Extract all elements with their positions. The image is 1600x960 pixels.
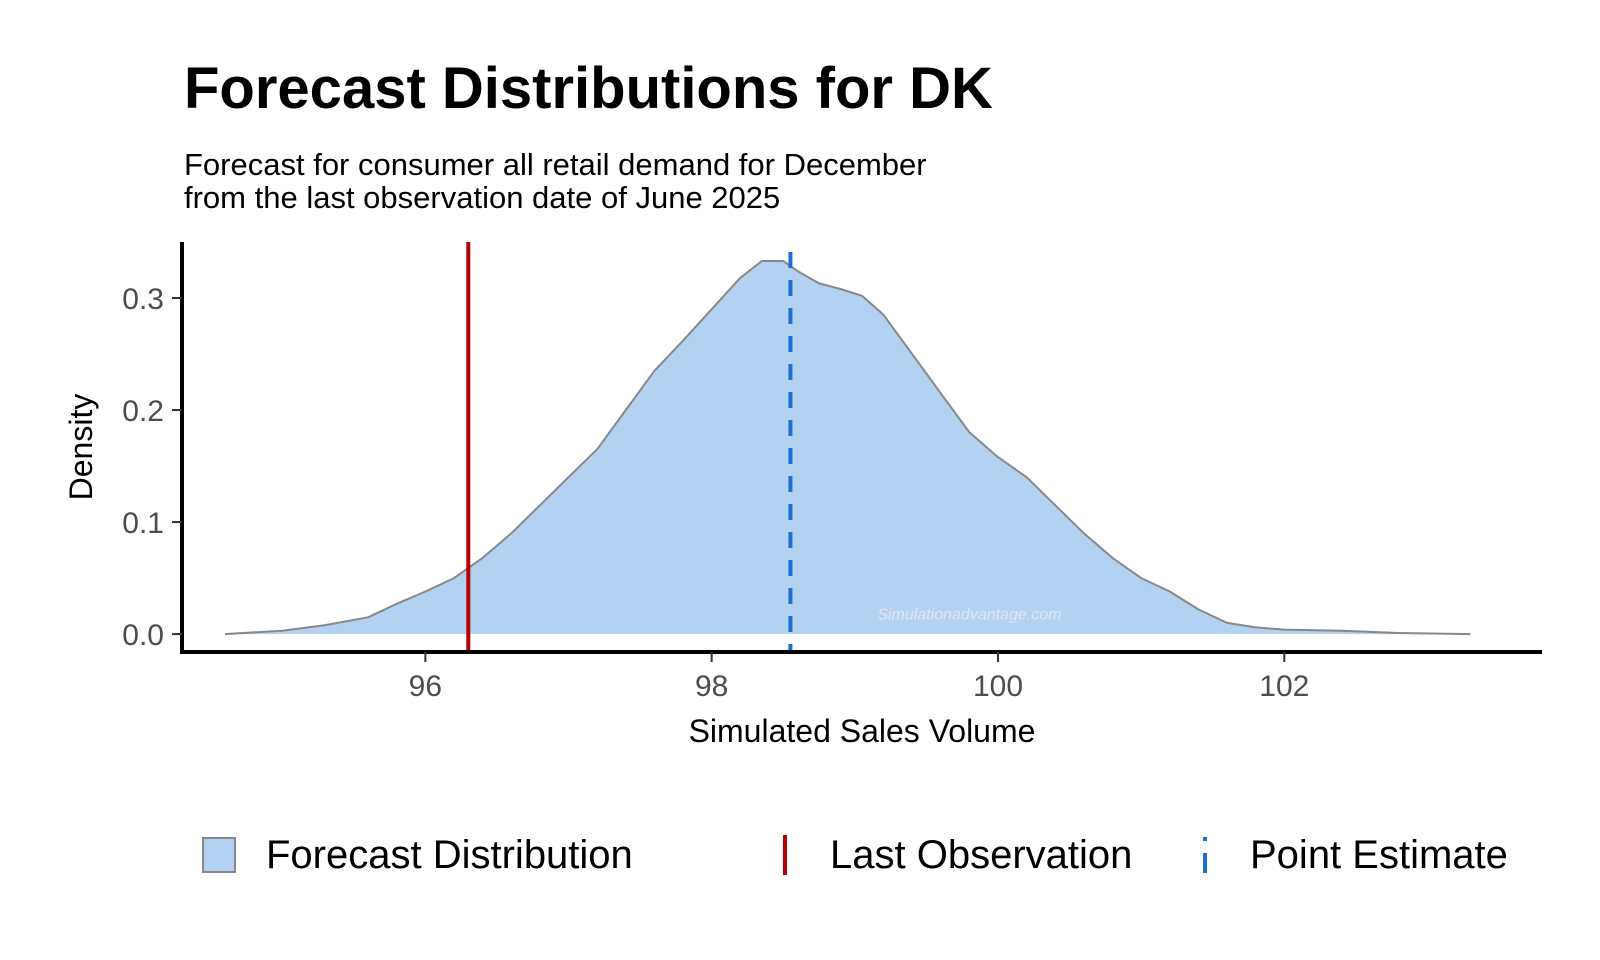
legend-item-last-observation: Last Observation [768,820,1132,890]
legend-item-point-estimate: Point Estimate [1188,820,1508,890]
legend: Forecast Distribution Last Observation P… [0,820,1600,890]
y-tick-label: 0.1 [122,507,164,540]
legend-key-fill-swatch [202,837,236,873]
y-tick-label: 0.3 [122,283,164,316]
density-curve [224,260,1471,636]
legend-label-forecast-distribution: Forecast Distribution [266,832,633,877]
axes: 96 98 100 102 0.0 0.1 0.2 0.3 Simulated Sales Vo… [63,242,1542,749]
y-tick-label: 0.2 [122,395,164,428]
legend-key-solid-line [768,835,802,875]
density-area [224,261,1471,635]
watermark-text: Simulationadvantage.com [877,607,1061,624]
y-tick-label: 0.0 [122,619,164,652]
plot-area: Simulationadvantage.com [224,242,1471,652]
subtitle-line-2: from the last observation date of June 2… [184,180,781,215]
legend-label-last-observation: Last Observation [830,832,1133,877]
density-chart: Simulationadvantage.com 96 98 100 102 0.0 0.1… [63,242,1542,749]
legend-label-point-estimate: Point Estimate [1250,832,1508,877]
subtitle-line-1: Forecast for consumer all retail demand … [184,147,927,182]
x-tick-label: 98 [695,670,728,703]
x-axis-title: Simulated Sales Volume [689,713,1036,749]
x-tick-label: 100 [973,670,1023,703]
legend-key-dashed-line [1188,835,1222,875]
legend-item-forecast-distribution: Forecast Distribution [202,820,633,890]
chart-title: Forecast Distributions for DK [184,56,993,121]
x-tick-label: 96 [409,670,442,703]
x-tick-label: 102 [1259,670,1309,703]
y-axis-title: Density [63,394,99,501]
chart-subtitle: Forecast for consumer all retail demand … [184,148,927,214]
